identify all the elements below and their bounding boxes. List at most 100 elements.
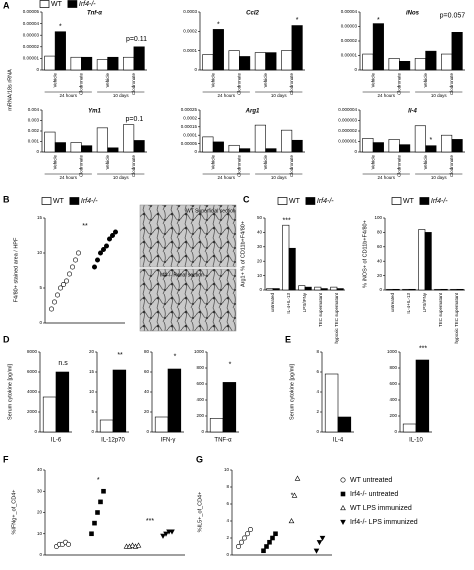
micrograph bbox=[139, 204, 237, 268]
y-tick-label: 0.0003 bbox=[183, 9, 197, 14]
dot bbox=[264, 544, 269, 549]
annotation: * bbox=[174, 354, 177, 361]
bar bbox=[324, 373, 339, 433]
bar bbox=[239, 148, 251, 153]
annotation: * bbox=[229, 362, 232, 369]
y-tick-label: 0.00001 bbox=[23, 56, 40, 61]
dot bbox=[98, 250, 104, 256]
dot bbox=[270, 535, 275, 541]
bar bbox=[291, 139, 303, 153]
bar bbox=[298, 285, 306, 291]
bar bbox=[372, 142, 384, 153]
dot bbox=[107, 236, 113, 242]
y-tick-label: 0.0001 bbox=[183, 48, 197, 53]
y-tick-label: 0.000003 bbox=[338, 118, 357, 123]
bar bbox=[70, 56, 82, 71]
y-tick-label: 0 bbox=[316, 429, 319, 434]
y-tick-label: 0.000002 bbox=[338, 128, 357, 133]
y-tick-label: 30 bbox=[257, 244, 263, 249]
dot bbox=[273, 531, 278, 537]
panel-label: G bbox=[196, 454, 203, 464]
bar bbox=[54, 31, 66, 71]
chart-title: Ym1 bbox=[88, 109, 101, 115]
legend-swatch bbox=[69, 197, 80, 205]
y-tick-label: 15 bbox=[37, 215, 43, 220]
bar bbox=[228, 144, 240, 153]
legend-marker bbox=[340, 519, 346, 526]
bar bbox=[456, 288, 464, 291]
y-axis-label: %IFNg+_of_CD4+ bbox=[11, 490, 17, 535]
dot bbox=[242, 535, 248, 541]
y-tick-label: 4000 bbox=[27, 389, 38, 394]
bar bbox=[415, 359, 430, 433]
panel-label: B bbox=[3, 194, 10, 204]
y-tick-label: 60 bbox=[144, 369, 150, 374]
dot bbox=[294, 475, 301, 481]
group-label: 24 hours bbox=[59, 93, 77, 98]
y-tick-label: 0.00001 bbox=[341, 53, 358, 58]
y-tick-label: 0 bbox=[39, 320, 42, 325]
y-tick-label: 0.002 bbox=[28, 128, 40, 133]
bar bbox=[330, 286, 338, 291]
bar bbox=[81, 145, 93, 153]
dot bbox=[113, 229, 119, 235]
x-tick-label: IL-10 bbox=[409, 438, 423, 444]
legend-label: Irf4-/- untreated bbox=[350, 491, 398, 498]
y-tick-label: 40 bbox=[257, 230, 263, 235]
bar bbox=[212, 141, 224, 153]
x-tick-label: Clodronate bbox=[449, 73, 454, 96]
y-tick-label: 20 bbox=[89, 349, 95, 354]
bar bbox=[202, 54, 214, 71]
dot bbox=[169, 529, 175, 535]
x-tick-label: IL-4+IL-13 bbox=[286, 293, 291, 314]
y-tick-label: 0.00003 bbox=[341, 24, 358, 29]
bar bbox=[441, 134, 453, 153]
annotation: * bbox=[59, 23, 62, 30]
y-axis-label: Serum cytokine [pg/ml] bbox=[289, 364, 295, 420]
legend-label: Irf4-/- bbox=[79, 1, 96, 8]
y-tick-label: 0 bbox=[226, 552, 229, 557]
bar bbox=[414, 125, 426, 153]
dot bbox=[73, 257, 79, 263]
dot bbox=[51, 299, 57, 305]
dot bbox=[92, 264, 98, 270]
x-tick-label: untreated bbox=[390, 293, 395, 313]
x-tick-label: IFN-γ bbox=[161, 438, 176, 444]
y-tick-label: 0 bbox=[354, 149, 357, 154]
y-tick-label: 0.00005 bbox=[23, 9, 40, 14]
y-tick-label: 8 bbox=[226, 484, 229, 489]
y-tick-label: 30 bbox=[37, 488, 43, 493]
legend-swatch bbox=[39, 0, 50, 8]
y-tick-label: 50 bbox=[257, 215, 263, 220]
x-tick-label: Vehicle bbox=[52, 73, 57, 88]
y-axis-label: mRNA/18s rRNA bbox=[7, 69, 13, 111]
y-tick-label: 400 bbox=[389, 397, 397, 402]
bar bbox=[228, 50, 240, 71]
annotation: * bbox=[291, 492, 294, 499]
x-tick-label: Clodronate bbox=[449, 155, 454, 178]
y-tick-label: 200 bbox=[389, 413, 397, 418]
x-tick-label: untreated bbox=[270, 293, 275, 313]
y-tick-label: 0.00005 bbox=[181, 141, 198, 146]
dot bbox=[95, 510, 100, 515]
x-tick-label: IL-12p70 bbox=[101, 438, 125, 444]
y-tick-label: 0.00002 bbox=[341, 38, 358, 43]
x-tick-label: TEC supernatant bbox=[438, 292, 443, 327]
y-tick-label: 0 bbox=[194, 149, 197, 154]
group-label: 24 hours bbox=[377, 93, 395, 98]
annotation: * bbox=[377, 17, 380, 24]
y-tick-label: 200 bbox=[196, 413, 204, 418]
y-tick-label: 1000 bbox=[387, 349, 398, 354]
dot bbox=[288, 517, 295, 524]
bar bbox=[441, 53, 453, 71]
dot bbox=[236, 543, 242, 549]
dot bbox=[163, 531, 169, 537]
dot bbox=[64, 278, 70, 284]
bar bbox=[362, 138, 374, 153]
bar bbox=[337, 416, 352, 433]
dot bbox=[239, 539, 245, 545]
y-tick-label: 80 bbox=[377, 230, 383, 235]
bar bbox=[402, 423, 417, 433]
dot bbox=[316, 540, 323, 546]
y-tick-label: 6000 bbox=[27, 369, 38, 374]
